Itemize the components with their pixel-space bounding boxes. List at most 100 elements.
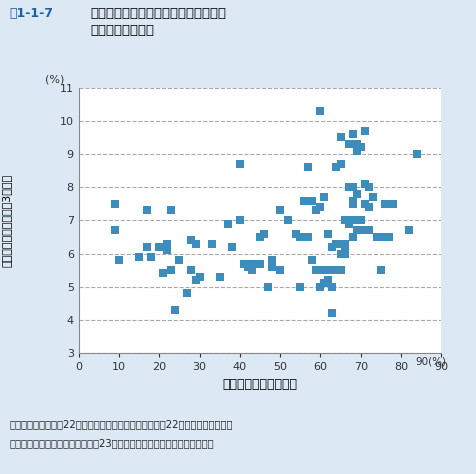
Point [376, 266, 384, 274]
Point [256, 260, 263, 267]
Point [236, 160, 243, 168]
Point [264, 283, 271, 291]
Point [147, 253, 155, 261]
Point [143, 243, 151, 251]
Point [308, 256, 316, 264]
Point [300, 197, 307, 204]
Point [332, 266, 339, 274]
Point [223, 220, 231, 228]
Point [167, 266, 175, 274]
Point [208, 240, 215, 247]
Point [163, 240, 171, 247]
Point [248, 266, 255, 274]
Point [352, 190, 360, 198]
Point [344, 183, 352, 191]
Point [388, 200, 396, 208]
Point [320, 193, 327, 201]
Point [316, 283, 324, 291]
Point [328, 310, 336, 317]
Point [268, 263, 275, 271]
Text: (%): (%) [45, 74, 65, 84]
Point [364, 227, 372, 234]
Point [244, 263, 251, 271]
Point [187, 237, 195, 244]
Point [344, 140, 352, 148]
Point [336, 134, 344, 141]
Point [296, 283, 303, 291]
Text: 調査」、厚生労働省「平成23年度介護保険事業状況報告」より作成: 調査」、厚生労働省「平成23年度介護保険事業状況報告」より作成 [10, 438, 214, 448]
Point [228, 243, 235, 251]
Point [352, 147, 360, 155]
Point [248, 260, 255, 267]
Point [143, 207, 151, 214]
Point [187, 266, 195, 274]
Point [312, 266, 319, 274]
Point [348, 197, 356, 204]
Point [304, 164, 311, 171]
Point [276, 207, 283, 214]
Point [111, 227, 119, 234]
Point [336, 266, 344, 274]
Point [324, 276, 332, 284]
Point [304, 233, 311, 241]
Point [191, 240, 199, 247]
Point [348, 130, 356, 138]
Point [340, 217, 347, 224]
Point [336, 250, 344, 257]
Point [352, 140, 360, 148]
Point [163, 246, 171, 254]
Point [352, 227, 360, 234]
Text: 資料：総務省「平成22年国勢調査」、国土交通省「平成22年全国都市交通特性: 資料：総務省「平成22年国勢調査」、国土交通省「平成22年全国都市交通特性 [10, 419, 233, 429]
Point [364, 183, 372, 191]
Point [340, 240, 347, 247]
Point [268, 256, 275, 264]
Point [344, 217, 352, 224]
Point [356, 217, 364, 224]
Point [316, 203, 324, 211]
Point [328, 243, 336, 251]
Text: 自動車分担率と重い介護を必要とする
人々の割合の関係: 自動車分担率と重い介護を必要とする 人々の割合の関係 [90, 7, 226, 37]
Point [328, 283, 336, 291]
Point [256, 233, 263, 241]
Point [376, 233, 384, 241]
Point [372, 233, 380, 241]
Point [320, 280, 327, 287]
Point [368, 193, 376, 201]
Point [167, 207, 175, 214]
Point [360, 180, 368, 188]
Point [348, 200, 356, 208]
Point [259, 230, 267, 237]
Point [292, 230, 299, 237]
Point [328, 266, 336, 274]
Point [111, 200, 119, 208]
Point [412, 150, 420, 158]
Point [356, 144, 364, 151]
Point [404, 227, 412, 234]
X-axis label: 自動車分担率（平日）: 自動車分担率（平日） [222, 378, 297, 391]
Point [115, 256, 122, 264]
Point [340, 250, 347, 257]
Point [384, 233, 392, 241]
Point [308, 197, 316, 204]
Point [284, 217, 291, 224]
Point [296, 233, 303, 241]
Point [360, 127, 368, 135]
Point [191, 276, 199, 284]
Point [312, 207, 319, 214]
Point [183, 290, 191, 297]
Point [236, 217, 243, 224]
Point [380, 233, 388, 241]
Point [316, 107, 324, 115]
Point [364, 203, 372, 211]
Point [332, 164, 339, 171]
Point [324, 266, 332, 274]
Point [380, 200, 388, 208]
Point [276, 266, 283, 274]
Point [360, 200, 368, 208]
Point [135, 253, 143, 261]
Y-axis label: 重介護認定率（要介護3以上）: 重介護認定率（要介護3以上） [1, 174, 11, 267]
Point [348, 183, 356, 191]
Point [195, 273, 203, 281]
Point [336, 134, 344, 141]
Text: 図1-1-7: 図1-1-7 [10, 7, 53, 20]
